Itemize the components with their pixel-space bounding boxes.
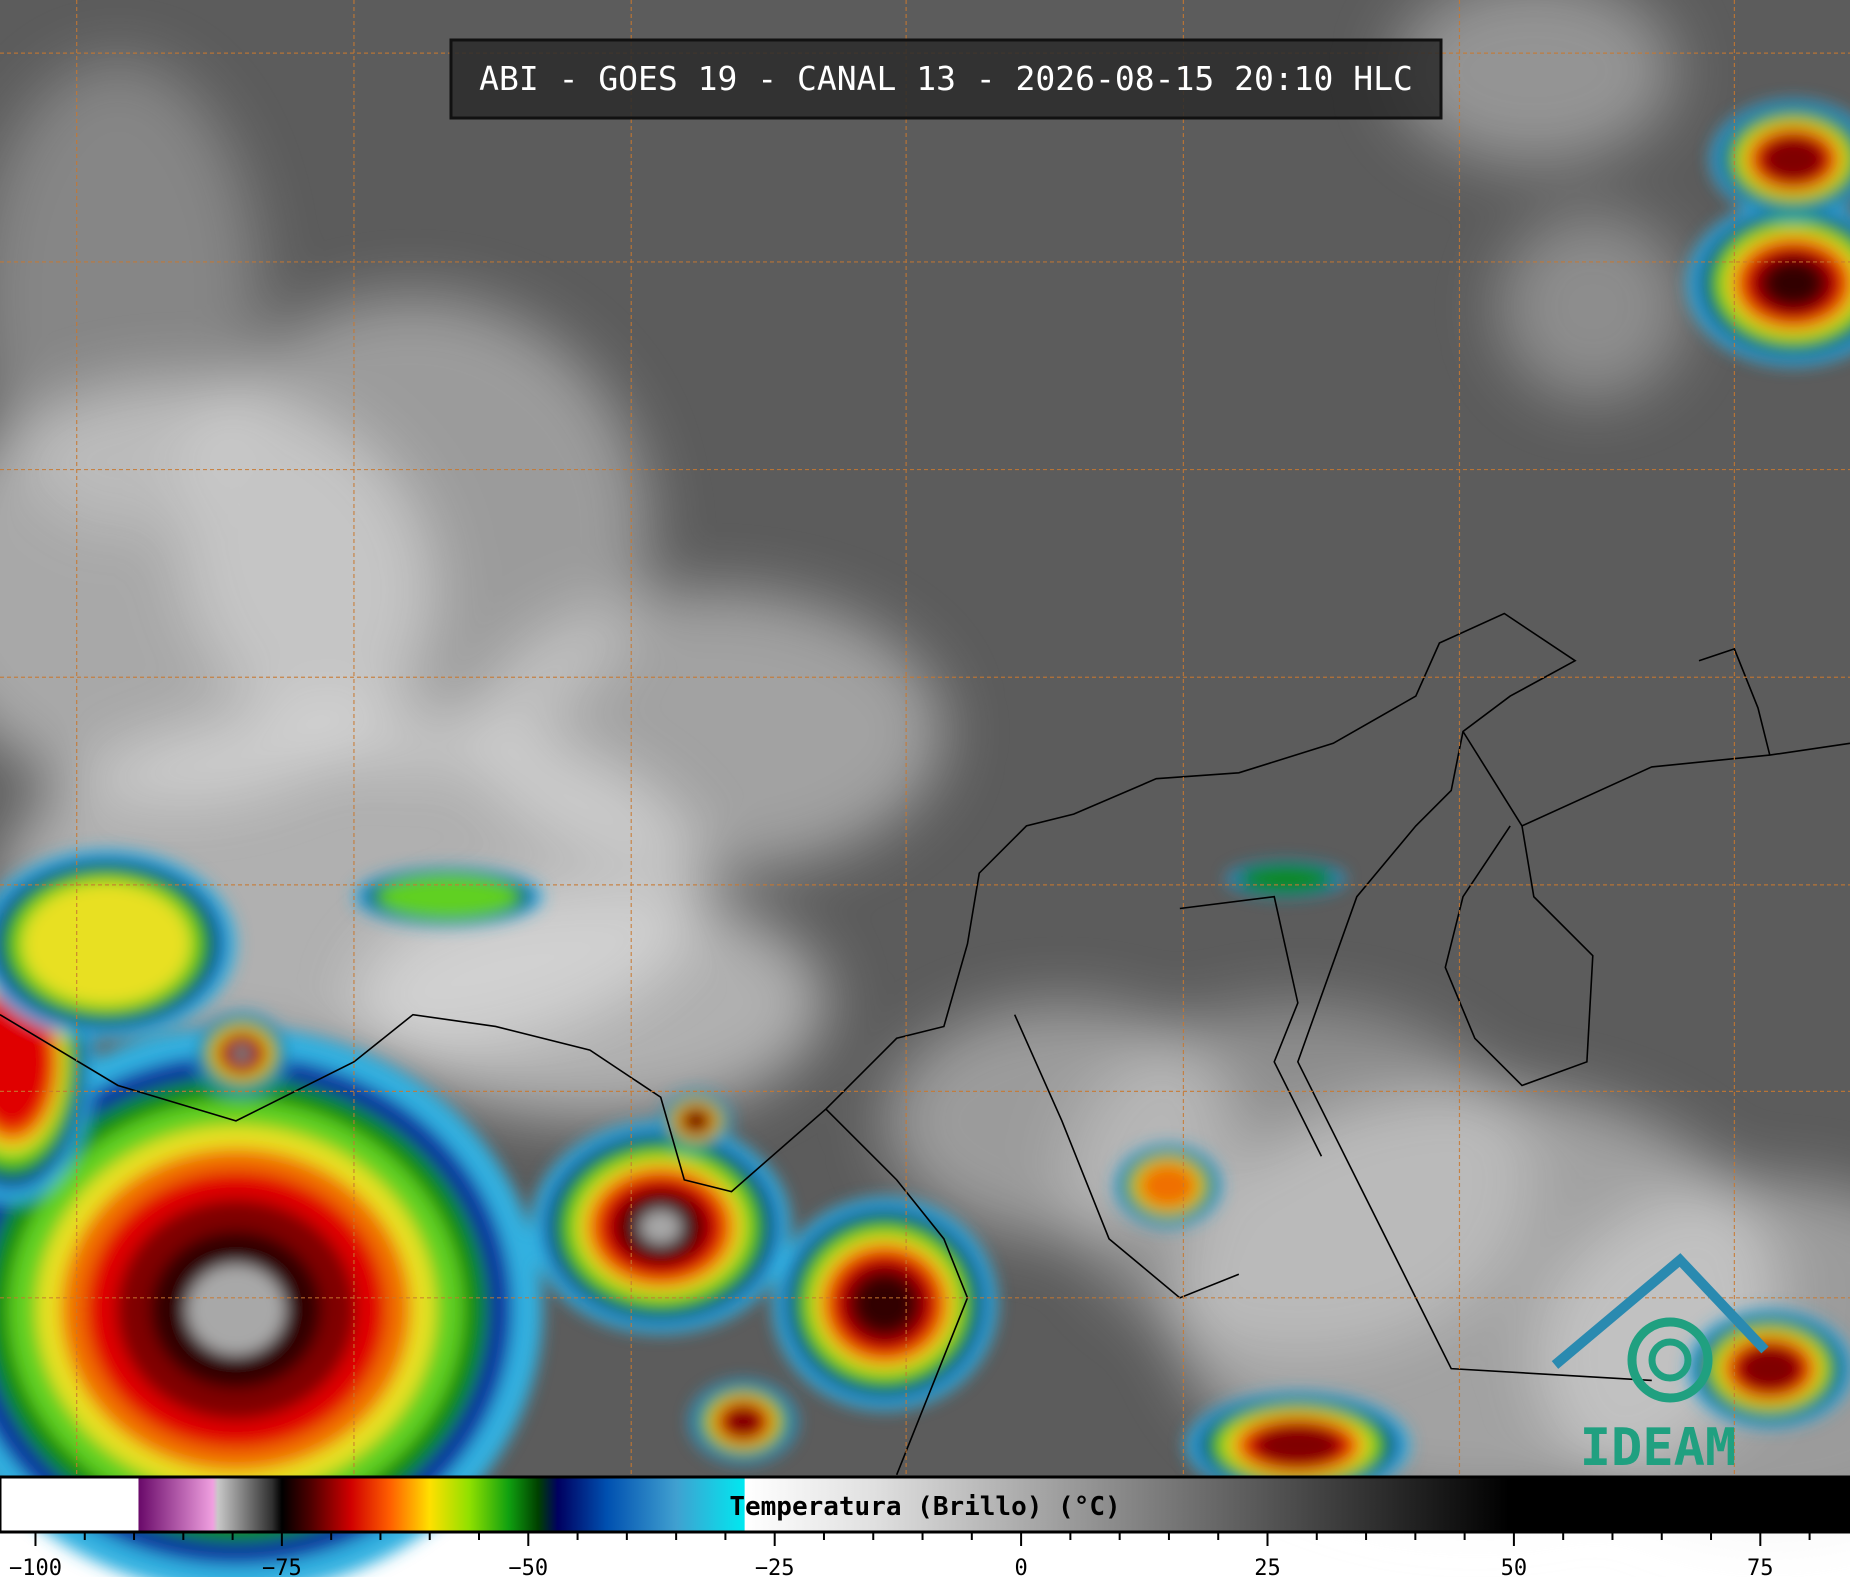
storm-cell (21, 882, 191, 1006)
storm-cell (1761, 136, 1826, 183)
logo-text: IDEAM (1580, 1418, 1737, 1478)
storm-cell (1137, 1162, 1199, 1210)
colorbar-tick-label: −75 (262, 1556, 302, 1577)
coastline (0, 612, 1652, 1382)
coastline (1698, 647, 1771, 756)
storm-cell (686, 1112, 707, 1130)
storm-cell (722, 1405, 765, 1438)
storm-cell (234, 1046, 250, 1061)
colorbar-tick-label: 50 (1501, 1556, 1528, 1577)
storm-cell (1237, 864, 1335, 894)
colorbar-tick-label: 25 (1254, 1556, 1281, 1577)
coastline (1013, 1014, 1240, 1299)
colorbar: Temperatura (Brillo) (°C) −100 −75 −50 −25 0… (0, 1475, 1850, 1577)
coastline (1521, 742, 1850, 827)
colorbar-tick-label: −50 (508, 1556, 548, 1577)
coastline (825, 1108, 969, 1476)
colorbar-tick-label: 75 (1747, 1556, 1774, 1577)
colorbar-tick-label: −100 (9, 1556, 62, 1577)
storm-cell (1737, 1345, 1802, 1392)
cloud-field (0, 59, 260, 531)
colorbar-label: Temperatura (Brillo) (°C) (729, 1492, 1120, 1522)
title-box (449, 38, 1443, 120)
storm-cell (0, 992, 53, 1132)
cloud-field (1498, 212, 1688, 402)
title: ABI - GOES 19 - CANAL 13 - 2026-08-15 20… (479, 59, 1413, 98)
colorbar-scale (0, 1475, 1850, 1534)
logo: IDEAM (1551, 1253, 1769, 1478)
cloud-field (471, 589, 944, 874)
colorbar-tick-label: 0 (1014, 1556, 1027, 1577)
cloud-field (1392, 0, 1676, 166)
coastline (1444, 731, 1594, 1087)
storm-cell (1254, 1424, 1342, 1467)
storm-cell (378, 874, 519, 919)
storm-cell (1763, 260, 1824, 307)
cloud-field (353, 884, 826, 1121)
storm-cell (639, 1210, 682, 1245)
coastline (1179, 895, 1323, 1157)
colorbar-tick-label: −25 (755, 1556, 795, 1577)
storm-cell (853, 1273, 917, 1334)
storm-cell (186, 1264, 286, 1355)
